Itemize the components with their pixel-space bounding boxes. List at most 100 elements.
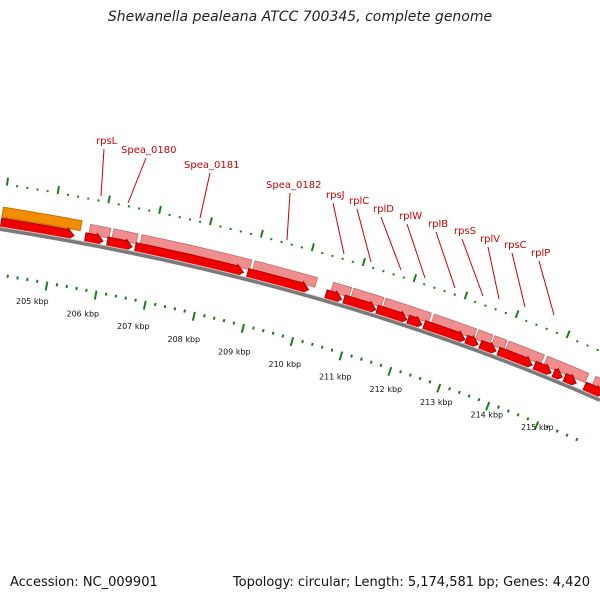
scale-label: 211 kbp — [319, 373, 352, 382]
gene-leader-line — [332, 202, 345, 255]
scale-tick-minor — [477, 397, 481, 402]
gene-label: Spea_0180 — [121, 145, 176, 156]
gc-tick-minor — [535, 323, 538, 327]
gc-tick-major — [412, 273, 418, 283]
gc-tick-minor — [586, 344, 589, 347]
orange-feature — [1, 206, 83, 232]
scale-tick-minor — [516, 413, 520, 417]
scale-tick-minor — [153, 302, 157, 307]
scale-label: 215 kbp — [521, 423, 554, 432]
gc-tick-minor — [402, 276, 406, 279]
scale-tick-major — [191, 311, 196, 321]
scale-tick-minor — [379, 363, 383, 368]
gc-tick-minor — [371, 266, 375, 270]
scale-tick-minor — [65, 284, 68, 289]
orange-feature-track — [1, 206, 83, 232]
scale-label: 210 kbp — [269, 360, 302, 369]
gc-tick-minor — [341, 257, 344, 261]
scale-tick-minor — [506, 409, 510, 413]
scale-tick-minor — [457, 390, 461, 395]
gene-label-leaders — [100, 148, 555, 316]
gc-tick-minor — [504, 311, 508, 315]
genome-backbone — [0, 226, 600, 402]
gc-tick-major — [361, 257, 366, 267]
scale-label: 209 kbp — [218, 347, 251, 356]
gene-label: rplC — [349, 196, 369, 207]
scale-tick-minor — [526, 417, 530, 421]
gc-tick-major — [259, 229, 264, 238]
gene-label: Spea_0181 — [184, 160, 239, 171]
scale-tick-minor — [134, 298, 137, 302]
gc-tick-minor — [443, 289, 446, 293]
scale-tick-minor — [301, 339, 304, 344]
scale-tick-minor — [222, 318, 226, 323]
scale-label: 205 kbp — [16, 297, 49, 306]
scale-label: 214 kbp — [471, 410, 504, 419]
scale-label: 212 kbp — [370, 385, 403, 394]
gc-tick-minor — [453, 293, 457, 296]
scale-tick-minor — [497, 405, 500, 409]
gene-leader-line — [511, 252, 526, 308]
scale-tick-minor — [310, 342, 314, 347]
scale-tick-minor — [212, 316, 216, 320]
scale-label: 207 kbp — [117, 322, 150, 331]
gc-tick-minor — [382, 269, 385, 273]
scale-tick-major — [485, 401, 491, 411]
gene-label: rpsS — [454, 226, 476, 237]
scale-tick-minor — [555, 429, 559, 433]
gene-leader-line — [406, 223, 426, 279]
gene-leader-line — [461, 238, 484, 297]
scale-tick-minor — [124, 296, 128, 300]
scale-tick-minor — [408, 373, 412, 377]
scale-tick-minor — [75, 286, 78, 291]
scale-tick-minor — [203, 314, 206, 318]
scale-tick-minor — [163, 304, 167, 309]
gc-tick-minor — [484, 304, 487, 307]
scale-tick-minor — [232, 321, 236, 325]
gc-tick-minor — [290, 243, 293, 246]
gc-tick-minor — [555, 331, 559, 335]
outer-gc-ticks — [5, 177, 600, 352]
scale-tick-minor — [565, 433, 569, 438]
scale-tick-major — [142, 300, 147, 310]
scale-tick-minor — [369, 360, 373, 364]
scale-tick-minor — [350, 354, 353, 358]
scale-tick-major — [533, 421, 540, 431]
scale-label: 206 kbp — [67, 310, 100, 319]
genome-summary: Topology: circular; Length: 5,174,581 bp… — [232, 575, 590, 590]
gene-leader-line — [538, 260, 555, 316]
backbone-line — [0, 227, 600, 402]
gc-tick-minor — [473, 300, 477, 304]
gene-label: Spea_0182 — [266, 180, 321, 191]
scale-tick-major — [93, 290, 98, 300]
scale-tick-minor — [428, 380, 432, 384]
scale-tick-major — [436, 383, 442, 393]
gc-tick-minor — [270, 237, 273, 241]
scale-tick-minor — [114, 294, 118, 298]
gc-tick-minor — [494, 308, 497, 311]
scale-tick-minor — [104, 292, 108, 296]
scale-tick-minor — [35, 279, 39, 283]
gc-tick-minor — [433, 286, 436, 289]
gc-tick-minor — [596, 348, 600, 352]
gc-tick-major — [107, 195, 111, 204]
gene-leader-line — [380, 216, 402, 271]
gc-tick-major — [158, 205, 162, 214]
gene-label: rplV — [480, 234, 500, 245]
gc-tick-major — [565, 330, 571, 339]
scale-tick-minor — [281, 334, 285, 338]
scale-tick-minor — [55, 283, 59, 287]
scale-tick-minor — [359, 357, 363, 361]
gc-tick-minor — [300, 246, 304, 249]
inner-scale-ticks — [6, 274, 579, 442]
scale-tick-minor — [467, 394, 471, 398]
gc-tick-minor — [545, 327, 548, 331]
gene-leader-line — [286, 192, 291, 241]
gene-leader-line — [435, 231, 456, 289]
gc-tick-major — [463, 291, 469, 300]
scale-tick-minor — [448, 387, 452, 391]
gc-tick-minor — [575, 340, 579, 343]
gene-label: rpsC — [504, 240, 527, 251]
scale-labels: 205 kbp 206 kbp 207 kbp 208 kbp 209 kbp 210 k… — [16, 297, 554, 432]
